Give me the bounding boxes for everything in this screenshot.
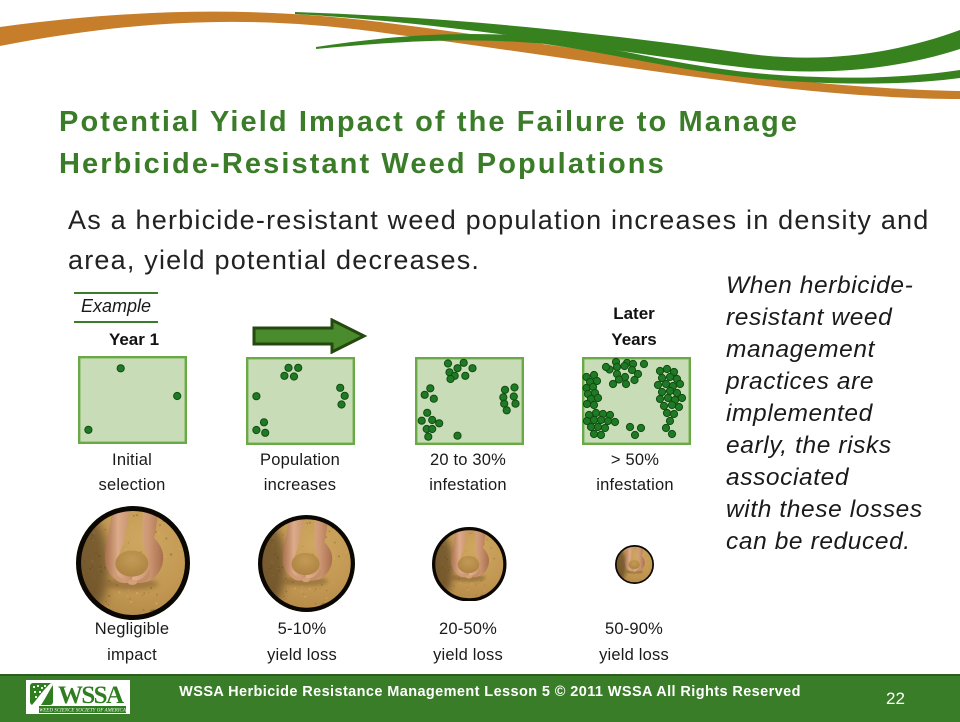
svg-text:WSSA: WSSA <box>58 682 124 709</box>
svg-text:WEED SCIENCE SOCIETY OF AMERIC: WEED SCIENCE SOCIETY OF AMERICA <box>39 709 127 714</box>
